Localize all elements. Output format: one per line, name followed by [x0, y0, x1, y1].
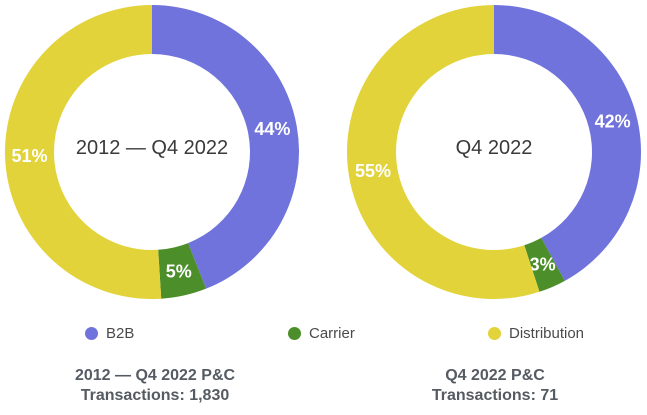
legend-item-distribution: Distribution	[488, 325, 584, 342]
donut-2-slice-distribution	[346, 4, 540, 299]
legend: B2B Carrier Distribution	[0, 325, 647, 347]
caption-right-line1: Q4 2022 P&C	[445, 367, 545, 384]
legend-label-distribution: Distribution	[509, 325, 585, 342]
caption-left: 2012 — Q4 2022 P&C Transactions: 1,830	[40, 366, 270, 406]
donut-2-label-b2b: 42%	[595, 112, 631, 132]
donut-2-label-distribution: 55%	[355, 161, 391, 181]
legend-swatch-distribution	[488, 327, 501, 340]
donut-2-slice-carrier	[524, 237, 565, 292]
legend-label-b2b: B2B	[106, 325, 135, 342]
donut-1-center-title: 2012 — Q4 2022	[76, 137, 228, 159]
legend-item-b2b: B2B	[85, 325, 134, 342]
caption-right-line2: Transactions: 71	[431, 387, 559, 404]
caption-left-line1: 2012 — Q4 2022 P&C	[74, 367, 236, 384]
donut-2-label-carrier: 3%	[530, 254, 556, 274]
donut-2-center-title: Q4 2022	[456, 137, 533, 159]
donut-1-slice-carrier	[158, 243, 207, 299]
legend-item-carrier: Carrier	[288, 325, 355, 342]
legend-swatch-b2b	[85, 327, 98, 340]
donut-1-label-carrier: 5%	[166, 262, 192, 282]
caption-right: Q4 2022 P&C Transactions: 71	[380, 366, 610, 406]
legend-swatch-carrier	[288, 327, 301, 340]
donut-1-label-b2b: 44%	[254, 119, 290, 139]
caption-left-line2: Transactions: 1,830	[80, 387, 230, 404]
donut-1-label-distribution: 51%	[12, 146, 48, 166]
donut-2-slice-b2b	[494, 5, 641, 281]
donut-1-slice-distribution	[4, 5, 162, 299]
donut-1-slice-b2b	[152, 5, 300, 289]
legend-label-carrier: Carrier	[309, 325, 355, 342]
